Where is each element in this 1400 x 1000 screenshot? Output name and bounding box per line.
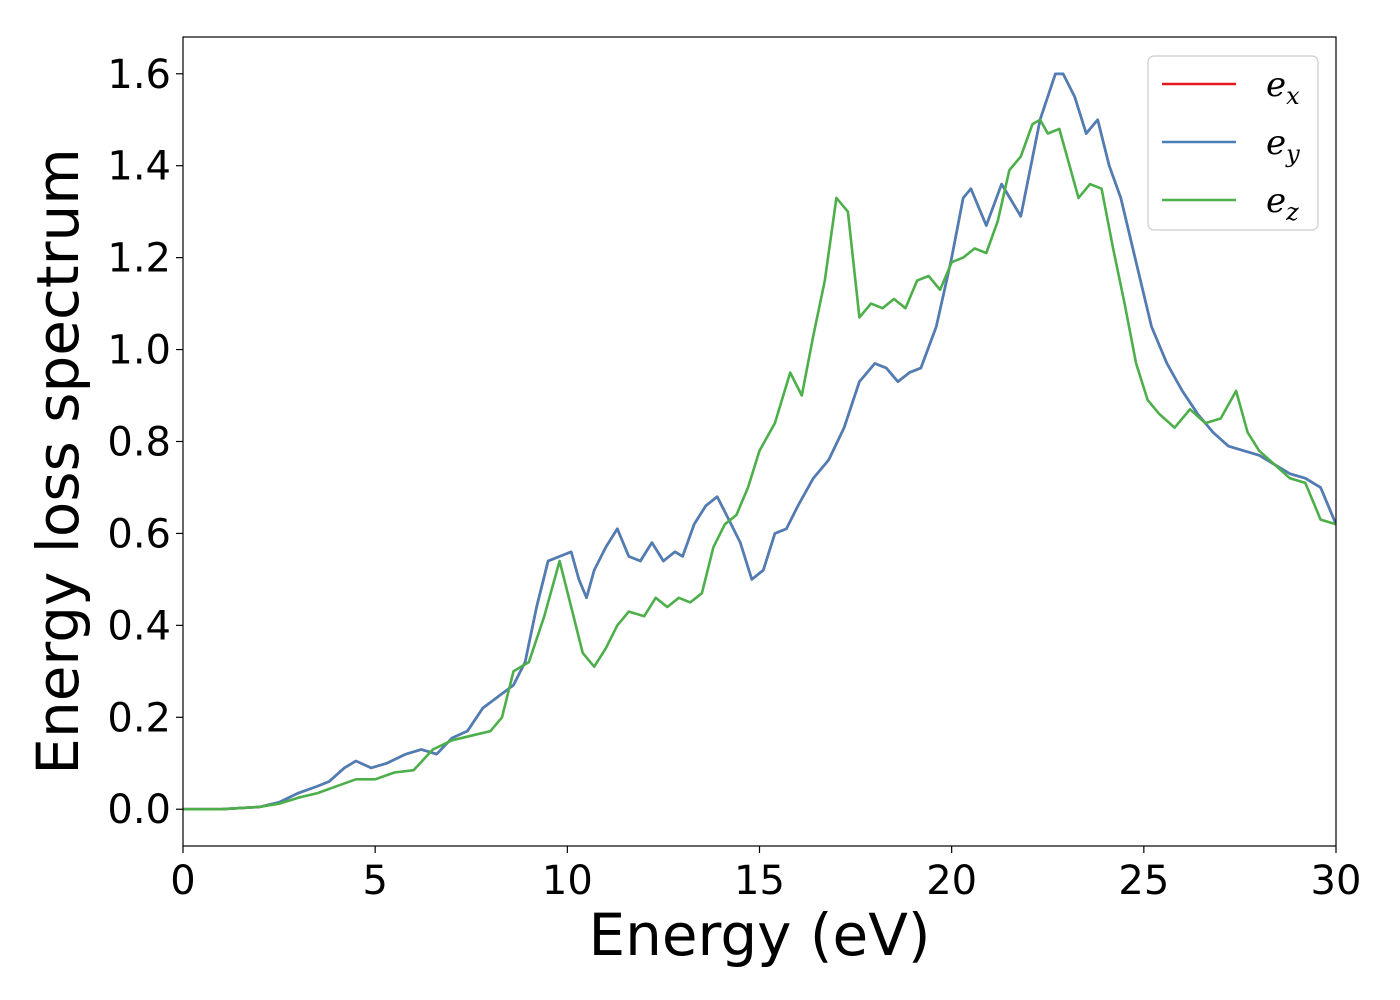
x-tick-label: 0 (170, 858, 195, 904)
x-axis-label: Energy (eV) (588, 901, 930, 969)
y-tick-label: 1.0 (107, 328, 171, 374)
x-tick-label: 30 (1311, 858, 1362, 904)
y-tick-label: 0.2 (107, 695, 171, 741)
x-tick-label: 15 (734, 858, 785, 904)
x-tick-label: 5 (362, 858, 387, 904)
series-line-ez (183, 118, 1336, 811)
series-layer (183, 72, 1336, 811)
y-tick-label: 0.6 (107, 511, 171, 557)
y-tick-label: 1.4 (107, 144, 171, 190)
y-tick-label: 1.2 (107, 236, 171, 282)
y-axis-label: Energy loss spectrum (24, 148, 92, 774)
y-tick-label: 1.6 (107, 52, 171, 98)
x-tick-label: 10 (542, 858, 593, 904)
x-axis-ticks: 0 5 10 15 20 25 30 (170, 846, 1361, 904)
x-tick-label: 25 (1118, 858, 1169, 904)
y-tick-label: 0.4 (107, 603, 171, 649)
y-tick-label: 0.8 (107, 420, 171, 466)
y-axis-ticks: 0.0 0.2 0.4 0.6 0.8 1.0 1.2 1.4 1.6 (107, 52, 183, 833)
y-tick-label: 0.0 (107, 787, 171, 833)
x-tick-label: 20 (926, 858, 977, 904)
